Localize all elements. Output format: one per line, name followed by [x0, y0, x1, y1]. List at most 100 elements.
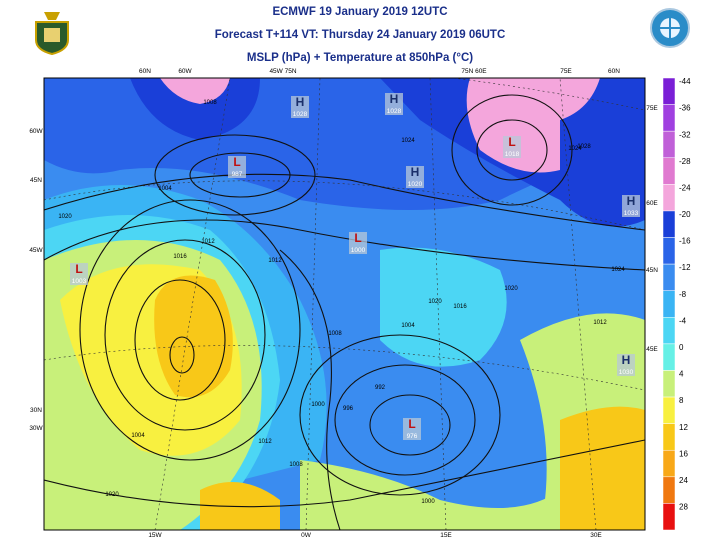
colorbar-label: 16	[679, 449, 688, 458]
colorbar-band	[662, 317, 676, 345]
colorbar-label: -32	[679, 130, 691, 139]
center-type: H	[411, 165, 420, 179]
center-value: 1030	[619, 369, 634, 376]
colorbar-band	[662, 130, 676, 159]
isobars	[44, 94, 645, 530]
colorbar-band	[662, 396, 676, 424]
isobar-label: 1012	[268, 258, 282, 264]
grid-label: 60N	[608, 68, 620, 75]
grid-label: 75E	[646, 105, 658, 112]
center-value: 1000	[351, 247, 366, 254]
graticule	[44, 78, 645, 530]
colorbar-band	[662, 184, 676, 212]
isobar-label: 1008	[203, 100, 217, 106]
center-box	[617, 354, 635, 376]
grid-label: 45N	[646, 267, 658, 274]
colorbar-label: 8	[679, 396, 684, 405]
colorbar-label: -44	[679, 77, 691, 86]
title-line: Forecast T+114 VT: Thursday 24 January 2…	[214, 29, 506, 41]
center-type: L	[354, 231, 361, 245]
colorbar-band	[662, 476, 676, 504]
isobar-label: 1016	[173, 254, 187, 260]
colorbar-label: -28	[679, 157, 691, 166]
grid-label: 75E	[560, 68, 572, 75]
colorbar-label: 0	[679, 343, 684, 352]
center-type: L	[408, 417, 415, 431]
isobar-label: 1012	[201, 239, 215, 245]
isobar-label: 1020	[105, 492, 119, 498]
grid-label: 45W 75N	[269, 68, 296, 75]
isobar-label: 1008	[328, 331, 342, 337]
center-box	[403, 418, 421, 440]
temperature-field	[44, 78, 645, 530]
left-logo	[35, 12, 69, 56]
isobar-label: 1004	[131, 433, 145, 439]
colorbar-label: -16	[679, 237, 691, 246]
isobar-label: 1012	[258, 439, 272, 445]
colorbar-band	[662, 343, 676, 371]
grid-label: 30N	[30, 407, 42, 414]
isobar-label: 1000	[311, 402, 325, 408]
center-box	[228, 156, 246, 178]
center-value: 1020	[408, 181, 423, 188]
isobar-label: 1004	[158, 186, 172, 192]
center-box	[385, 93, 403, 115]
colorbar-band	[662, 290, 676, 318]
colorbar-label: -4	[679, 316, 687, 325]
grid-label: 30E	[590, 532, 602, 539]
colorbar-band	[662, 423, 676, 451]
grid-label: 0W	[301, 532, 312, 539]
colorbar-band	[662, 449, 676, 478]
colorbar-label: 12	[679, 423, 688, 432]
colorbar-band	[662, 370, 676, 398]
isobar-label: 1028	[577, 144, 591, 150]
center-value: 1003	[72, 278, 87, 285]
center-value: 987	[232, 171, 243, 178]
center-type: H	[390, 92, 399, 106]
colorbar-label: -36	[679, 104, 691, 113]
center-box	[406, 166, 424, 188]
isobar-label: 996	[343, 406, 354, 412]
isobar-label: 1004	[401, 323, 415, 329]
center-box	[349, 232, 367, 254]
center-type: H	[622, 353, 631, 367]
isobar-label: 1024	[611, 267, 625, 273]
isobar-label: 1020	[504, 286, 518, 292]
colorbar-label: 4	[679, 370, 684, 379]
grid-label: 30W	[29, 425, 43, 432]
grid-label: 15W	[148, 532, 162, 539]
isobar-label: 1024	[401, 138, 415, 144]
colorbar-label: -20	[679, 210, 691, 219]
colorbar-label: -24	[679, 183, 691, 192]
colorbar-band	[662, 210, 676, 238]
colorbar-label: 28	[679, 503, 688, 512]
center-box	[291, 96, 309, 118]
colorbar-band	[662, 77, 676, 105]
center-value: 1028	[293, 111, 308, 118]
colorbar-label: -12	[679, 263, 691, 272]
center-value: 1028	[387, 108, 402, 115]
colorbar-band	[662, 104, 676, 132]
center-box	[622, 195, 640, 217]
grid-label: 45E	[646, 346, 658, 353]
colorbar-band	[662, 237, 676, 265]
grid-label: 60N	[139, 68, 151, 75]
colorbar-label: -8	[679, 290, 687, 299]
title-line: MSLP (hPa) + Temperature at 850hPa (°C)	[246, 52, 474, 64]
grid-label: 60W	[29, 128, 43, 135]
center-box	[70, 263, 88, 285]
center-type: H	[627, 194, 636, 208]
grid-label: 45W	[29, 247, 43, 254]
isobar-label: 1012	[593, 320, 607, 326]
grid-label: 15E	[440, 532, 452, 539]
title-line: ECMWF 19 January 2019 12UTC	[272, 6, 448, 18]
colorbar-band	[662, 157, 676, 185]
grid-label: 45N	[30, 177, 42, 184]
isobar-label: 1020	[58, 214, 72, 220]
isobar-label: 992	[375, 385, 386, 391]
center-type: L	[233, 155, 240, 169]
center-value: 1033	[624, 210, 639, 217]
center-value: 1018	[505, 151, 520, 158]
